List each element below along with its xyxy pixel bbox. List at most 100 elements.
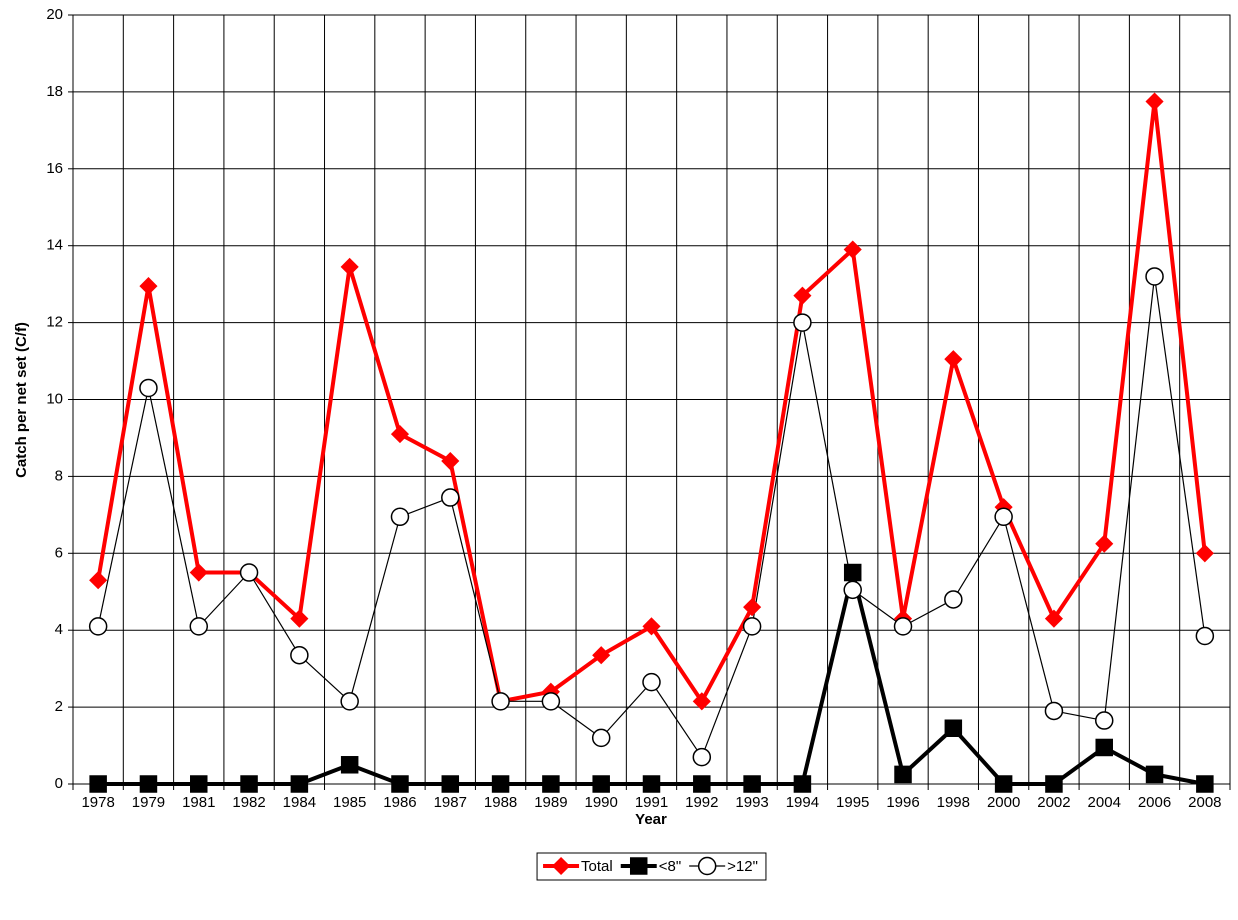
data-point [742,617,762,636]
x-tick-label: 1982 [232,794,265,811]
data-point [290,775,309,793]
x-tick-label: 1993 [735,794,768,811]
data-point [994,507,1013,527]
x-tick-label: 1979 [132,794,165,811]
x-tick-label: 2000 [987,794,1020,811]
data-point [642,672,661,692]
data-point [491,692,510,711]
legend-label: Total [581,858,613,875]
data-point [1095,534,1114,553]
data-point [240,775,258,793]
data-point [290,609,309,628]
data-point [893,617,913,636]
data-point [693,775,711,793]
data-point [1044,701,1064,721]
data-point [894,765,912,784]
data-point [290,645,309,665]
data-point [390,425,410,444]
data-point [189,617,209,636]
data-point [592,775,610,793]
x-tick-label: 1996 [886,794,919,811]
x-tick-label: 1978 [81,794,114,811]
x-tick-label: 2008 [1188,794,1221,811]
legend-label: >12" [727,858,758,875]
data-point [391,775,409,793]
y-tick-label: 8 [55,467,63,484]
x-tick-label: 1984 [283,794,316,811]
data-point [1045,775,1063,793]
y-tick-label: 18 [46,83,63,100]
data-point [542,775,560,793]
data-point [340,756,359,774]
data-point [89,571,108,590]
data-point [139,775,158,793]
y-tick-label: 10 [46,390,63,407]
data-point [340,257,359,276]
data-point [89,775,107,793]
data-point [1145,267,1164,286]
data-point [1196,775,1214,793]
data-point [390,507,410,527]
data-point [692,747,712,767]
x-tick-label: 1995 [836,794,869,811]
data-point [491,775,510,793]
series-line [96,99,1207,704]
data-point [793,775,812,793]
data-point [139,378,158,398]
y-tick-label: 12 [46,314,63,331]
y-tick-label: 2 [55,698,63,715]
data-point [944,719,963,737]
data-point [189,563,208,582]
legend-marker [629,857,648,875]
data-point [239,563,259,582]
y-tick-label: 6 [55,544,63,561]
data-point [692,692,711,711]
x-tick-label: 1989 [534,794,567,811]
x-tick-label: 1991 [635,794,668,811]
x-tick-label: 1990 [585,794,618,811]
y-tick-label: 14 [46,237,63,254]
data-point [743,775,761,793]
data-point [340,692,359,711]
x-tick-label: 1988 [484,794,517,811]
x-tick-label: 1985 [333,794,366,811]
x-tick-label: 1998 [937,794,970,811]
data-point [642,775,661,793]
y-axis-title: Catch per net set (C/f) [13,322,30,478]
data-point [793,286,812,305]
data-point [1145,92,1164,111]
data-point [1195,544,1214,563]
data-point [441,451,460,471]
data-point [190,775,208,793]
x-axis-title: Year [635,811,667,828]
data-point [1095,738,1113,757]
data-point [541,692,561,711]
data-point [793,313,812,332]
x-tick-label: 2002 [1037,794,1070,811]
legend: Total <8" >12" [536,852,767,881]
data-point [1044,609,1063,628]
data-point [843,563,862,582]
legend-marker [551,856,571,876]
y-tick-label: 16 [46,160,63,177]
x-tick-label: 1994 [786,794,819,811]
y-tick-label: 0 [55,775,63,792]
y-tick-label: 4 [55,621,63,638]
data-point [1094,711,1114,730]
data-point [592,646,611,665]
data-point [843,240,862,259]
data-point [441,488,460,507]
data-point [944,350,963,369]
x-tick-label: 2006 [1138,794,1171,811]
data-point [1195,626,1215,646]
data-point [743,598,762,617]
x-tick-label: 1986 [383,794,416,811]
data-point [642,617,661,636]
data-point [1145,765,1164,784]
data-point [994,775,1013,793]
data-point [139,277,158,296]
data-point [441,775,460,793]
legend-label: <8" [659,858,681,875]
x-tick-label: 1987 [434,794,467,811]
